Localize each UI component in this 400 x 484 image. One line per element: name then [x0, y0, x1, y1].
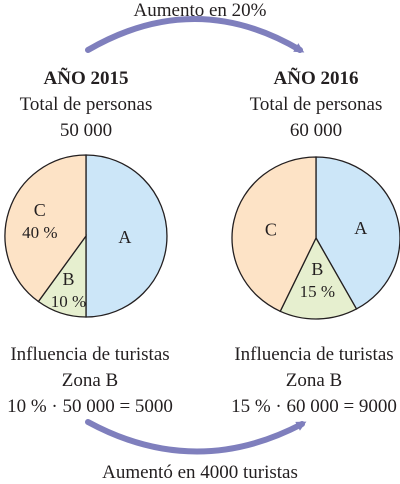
slice-label-c: C [265, 219, 277, 239]
pie-slice-a [315, 156, 400, 310]
pie-slice-c [231, 156, 317, 313]
bottom-arrow-label: Aumentó en 4000 turistas [102, 462, 298, 483]
slice-label-a: A [118, 227, 131, 247]
increase-arrow-top [85, 16, 305, 53]
increase-arrow-bottom [85, 419, 307, 455]
slice-value-label-b: 15 % [300, 282, 335, 301]
slice-value-label-b: 10 % [51, 292, 86, 311]
pie-slice-b [279, 236, 358, 320]
caption-2016-line-3: 15 % · 60 000 = 9000 [231, 396, 397, 417]
chart-subtitle-2016: Total de personas [249, 94, 383, 115]
chart-total-2015: 50 000 [59, 120, 113, 141]
pie-chart-2016: A B 15 % C [231, 156, 400, 320]
chart-title-2016: AÑO 2016 [273, 68, 359, 89]
pie-slice-a [85, 154, 168, 318]
slice-label-b: B [62, 269, 74, 289]
pie-slice-c [4, 154, 87, 303]
top-arrow-label: Aumento en 20% [133, 0, 267, 21]
slice-label-b: B [311, 259, 323, 279]
slice-label-c: C [34, 200, 46, 220]
caption-2015-line-3: 10 % · 50 000 = 5000 [7, 396, 173, 417]
caption-2016-line-2: Zona B [285, 370, 343, 391]
chart-title-2015: AÑO 2015 [43, 68, 129, 89]
slice-value-label-c: 40 % [22, 223, 57, 242]
chart-subtitle-2015: Total de personas [19, 94, 153, 115]
caption-2015-line-1: Influencia de turistas [10, 344, 170, 365]
caption-2015-line-2: Zona B [61, 370, 119, 391]
caption-2016-line-1: Influencia de turistas [234, 344, 394, 365]
chart-total-2016: 60 000 [289, 120, 343, 141]
slice-label-a: A [354, 218, 367, 238]
pie-chart-2015: A B 10 % C 40 % [4, 154, 168, 318]
